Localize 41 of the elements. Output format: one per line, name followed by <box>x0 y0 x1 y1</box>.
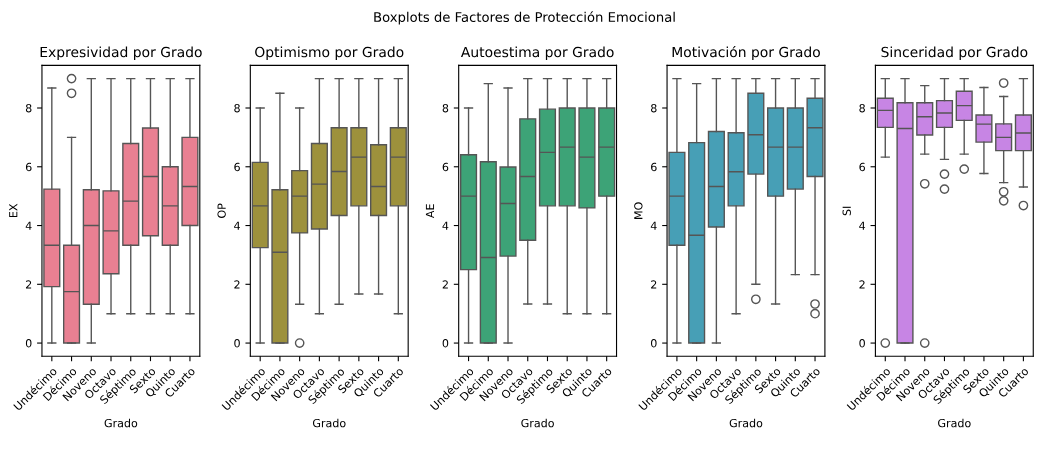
y-tick-label: 8 <box>442 103 449 113</box>
y-tick-label: 0 <box>25 339 32 348</box>
y-tick-label: 4 <box>650 221 657 230</box>
y-tick-label: 2 <box>442 280 448 289</box>
y-tick-label: 4 <box>442 221 449 230</box>
x-axis-title: Grado <box>938 418 971 428</box>
x-axis-title: Grado <box>521 418 554 428</box>
y-axis-title: AE <box>425 204 435 219</box>
y-axis-title: MO <box>634 202 643 219</box>
y-tick-label: 6 <box>234 162 240 172</box>
chart-title: Motivación por Grado <box>672 45 820 60</box>
y-tick-label: 4 <box>25 221 32 230</box>
y-tick-label: 6 <box>859 162 865 172</box>
x-axis-title: Grado <box>104 418 138 428</box>
chart-title: Expresividad por Grado <box>40 46 202 60</box>
chart-title: Autoestima por Grado <box>460 46 614 60</box>
y-tick-label: 8 <box>234 103 240 113</box>
y-tick-label: 6 <box>25 162 32 172</box>
y-tick-label: 0 <box>442 339 449 348</box>
y-tick-label: 8 <box>651 103 657 113</box>
y-axis-title: OP <box>217 203 226 218</box>
y-tick-label: 2 <box>25 280 32 289</box>
text: Boxplots de Factores de Protección Emocional <box>374 11 675 25</box>
y-tick-label: 8 <box>25 103 32 113</box>
x-axis-title: Grado <box>729 418 763 428</box>
y-axis-title: SI <box>842 206 851 216</box>
y-tick-label: 6 <box>651 162 657 172</box>
chart-title: Sinceridad por Grado <box>881 46 1028 60</box>
x-axis-title: Grado <box>312 418 346 428</box>
y-tick-label: 8 <box>859 103 865 113</box>
y-tick-label: 2 <box>234 280 240 289</box>
y-tick-label: 0 <box>859 339 865 348</box>
y-tick-label: 2 <box>859 280 865 289</box>
chart-title: Optimismo por Grado <box>255 46 404 60</box>
y-axis-title: EX <box>9 203 18 218</box>
y-tick-label: 2 <box>651 280 657 289</box>
y-tick-label: 4 <box>234 221 240 230</box>
y-tick-label: 4 <box>859 221 866 230</box>
y-tick-label: 0 <box>234 339 240 348</box>
y-tick-label: 6 <box>442 162 449 172</box>
y-tick-label: 0 <box>650 339 657 348</box>
